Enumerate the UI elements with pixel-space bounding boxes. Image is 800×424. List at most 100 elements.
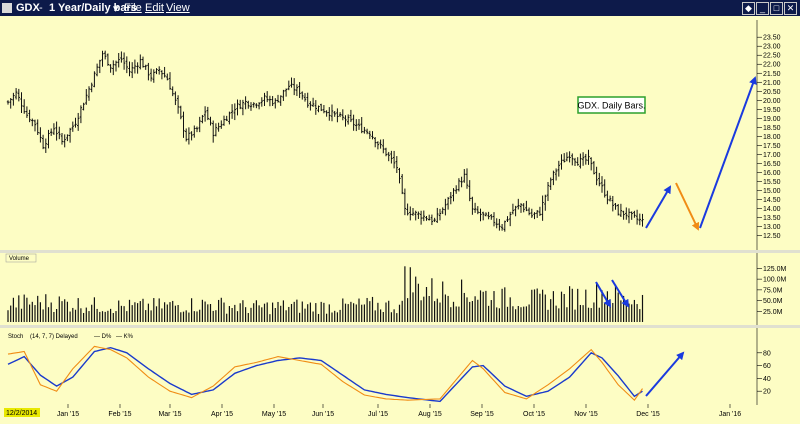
ohlc-bar xyxy=(322,105,326,114)
ohlc-bar xyxy=(355,119,358,132)
ohlc-bar xyxy=(209,116,212,126)
ohlc-bar xyxy=(74,117,77,128)
ohlc-bar xyxy=(436,207,439,223)
ohlc-bar xyxy=(217,122,220,132)
ohlc-bar xyxy=(95,63,99,77)
ohlc-bar xyxy=(290,77,293,88)
stoch-tick-label: 40 xyxy=(763,376,771,383)
ohlc-bar xyxy=(598,172,601,187)
ohlc-bar xyxy=(225,115,228,122)
ohlc-bar xyxy=(401,174,404,195)
ohlc-bar xyxy=(141,56,145,68)
ohlc-bar xyxy=(149,68,153,82)
link-icon[interactable]: ◆ xyxy=(742,2,755,15)
y-tick-label: 16.00 xyxy=(763,170,781,177)
ohlc-bar xyxy=(587,149,590,165)
close-icon[interactable]: ✕ xyxy=(784,2,797,15)
ohlc-bar xyxy=(352,114,355,131)
ohlc-bar xyxy=(614,202,617,210)
ohlc-bar xyxy=(500,223,504,231)
y-tick-label: 23.00 xyxy=(763,44,781,51)
ohlc-bar xyxy=(101,50,104,67)
ohlc-bar xyxy=(627,208,631,224)
x-axis: Jan '15 Feb '15 Mar '15 Apr '15 May '15 Jun '… xyxy=(57,404,741,418)
ohlc-bar xyxy=(395,156,398,174)
ohlc-bar xyxy=(581,152,585,166)
ohlc-bar xyxy=(635,209,639,225)
x-tick-label: Jul '15 xyxy=(368,411,388,418)
x-tick-label: Oct '15 xyxy=(523,411,545,418)
ohlc-bar xyxy=(595,166,598,186)
y-tick-label: 19.50 xyxy=(763,107,781,114)
price-series xyxy=(6,50,644,232)
x-tick-label: Jan '16 xyxy=(719,411,741,418)
ohlc-bar xyxy=(301,91,304,100)
ohlc-bar xyxy=(565,152,569,162)
timeframe-dropdown-icon[interactable]: ▾ xyxy=(113,3,119,15)
stoch-tick-label: 80 xyxy=(763,350,771,357)
ohlc-bar xyxy=(276,94,280,103)
ohlc-bar xyxy=(320,103,323,112)
ohlc-bar xyxy=(490,214,493,220)
panel-separator[interactable] xyxy=(0,250,800,253)
ohlc-bar xyxy=(152,69,155,83)
vol-tick-label: 25.0M xyxy=(763,309,783,316)
ohlc-bar xyxy=(600,176,604,193)
ohlc-bar xyxy=(133,59,137,74)
vol-tick-label: 75.0M xyxy=(763,287,783,294)
ohlc-bar xyxy=(222,115,226,126)
ohlc-bar xyxy=(387,151,390,162)
panel-separator[interactable] xyxy=(0,325,800,328)
maximize-icon[interactable]: □ xyxy=(770,2,783,15)
ohlc-bar xyxy=(444,198,447,216)
y-tick-label: 22.00 xyxy=(763,62,781,69)
ohlc-bar xyxy=(482,211,485,221)
menu-view[interactable]: View xyxy=(166,2,190,14)
ohlc-bar xyxy=(603,179,606,198)
ohlc-bar xyxy=(212,120,215,143)
x-tick-label: Dec '15 xyxy=(636,411,660,418)
ohlc-bar xyxy=(519,203,523,213)
stoch-params: (14, 7, 7) Delayed xyxy=(30,334,78,340)
ohlc-bar xyxy=(533,212,536,220)
ohlc-bar xyxy=(257,102,261,110)
ohlc-bar xyxy=(50,128,53,136)
ohlc-bar xyxy=(168,72,172,90)
ohlc-bar xyxy=(112,60,115,76)
menu-edit[interactable]: Edit xyxy=(145,2,164,14)
y-tick-label: 22.50 xyxy=(763,53,781,60)
ohlc-bar xyxy=(344,115,347,127)
ohlc-bar xyxy=(449,192,452,205)
x-axis-strip xyxy=(0,406,800,424)
app-icon xyxy=(2,3,12,13)
stoch-series xyxy=(7,345,643,403)
ohlc-bar xyxy=(41,134,45,150)
y-tick-label: 20.50 xyxy=(763,89,781,96)
ohlc-bar xyxy=(457,178,461,192)
annotation-label: GDX. Daily Bars. xyxy=(577,101,645,111)
ohlc-bar xyxy=(379,139,382,149)
y-tick-label: 18.00 xyxy=(763,134,781,141)
ohlc-bar xyxy=(198,116,201,133)
y-tick-label: 23.50 xyxy=(763,35,781,42)
ohlc-bar xyxy=(12,92,15,106)
ohlc-bar xyxy=(160,70,164,80)
ohlc-bar xyxy=(347,114,350,125)
ohlc-bar xyxy=(122,52,126,70)
ohlc-bar xyxy=(266,91,269,103)
ohlc-bar xyxy=(309,101,312,111)
ohlc-bar xyxy=(60,133,64,145)
ohlc-bar xyxy=(55,121,58,141)
ohlc-bar xyxy=(452,188,455,202)
y-tick-label: 17.00 xyxy=(763,152,781,159)
ohlc-bar xyxy=(158,66,161,75)
minimize-icon[interactable]: _ xyxy=(756,2,769,15)
x-tick-label: May '15 xyxy=(262,411,286,418)
ohlc-bar xyxy=(66,134,69,142)
ohlc-bar xyxy=(166,73,169,81)
ohlc-bar xyxy=(328,107,331,121)
menu-file[interactable]: File xyxy=(124,2,142,14)
ohlc-bar xyxy=(538,206,542,216)
ohlc-bar xyxy=(527,207,531,216)
ohlc-bar xyxy=(52,123,56,135)
